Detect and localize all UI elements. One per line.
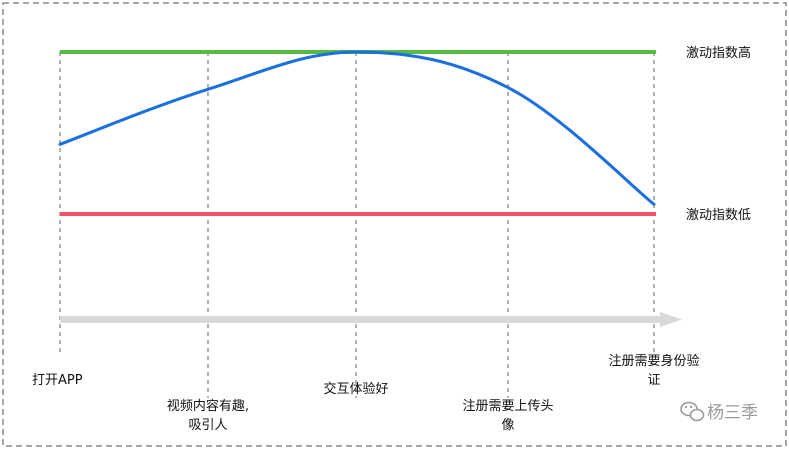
step-guides xyxy=(59,52,655,398)
watermark-text: 杨三季 xyxy=(707,403,758,423)
wechat-icon xyxy=(680,401,705,422)
step-label: 注册需要身份验证 xyxy=(608,353,699,388)
timeline-arrow xyxy=(60,312,682,327)
step-label: 交互体验好 xyxy=(323,381,388,397)
high-excitement-label: 激动指数高 xyxy=(686,45,751,61)
low-excitement-label: 激动指数低 xyxy=(686,208,751,223)
excitement-curve xyxy=(58,50,656,206)
step-label: 视频内容有趣,吸引人 xyxy=(167,398,249,433)
watermark: 杨三季 xyxy=(680,401,758,423)
step-label: 打开APP xyxy=(32,373,83,388)
step-label: 注册需要上传头像 xyxy=(462,399,553,433)
